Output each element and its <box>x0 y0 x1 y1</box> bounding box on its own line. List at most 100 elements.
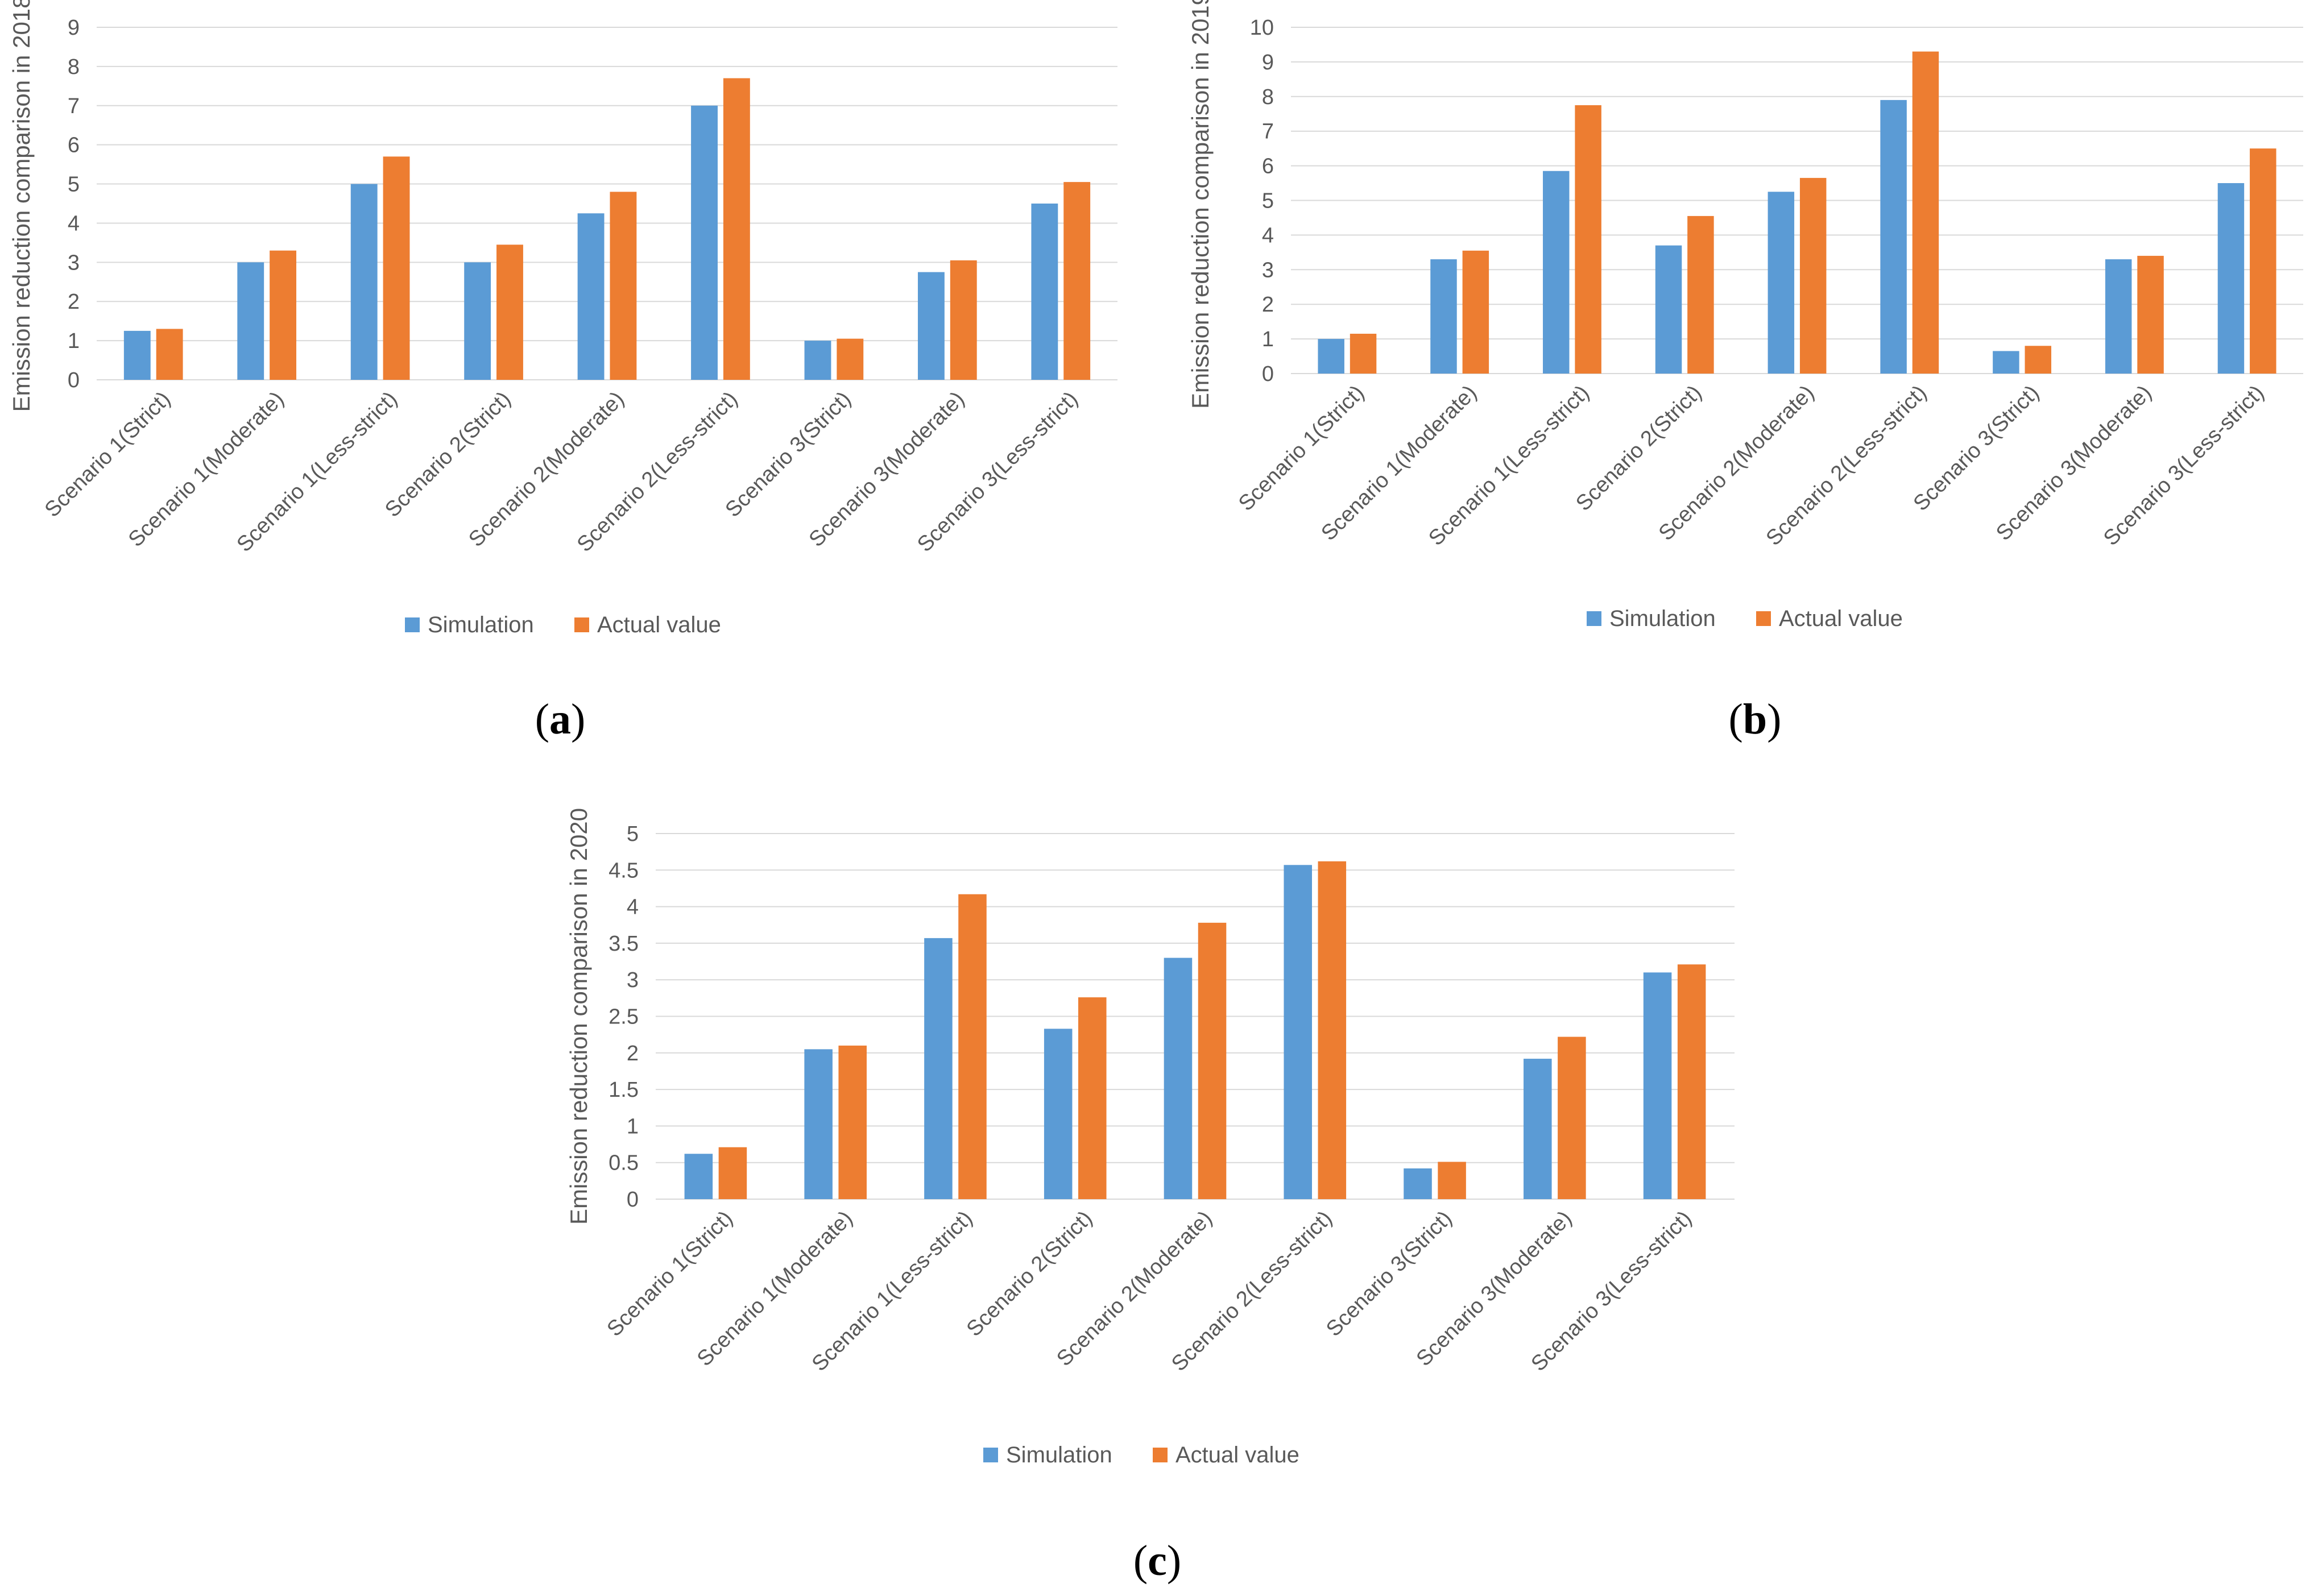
y-tick-label: 1 <box>68 329 80 353</box>
bar-actual-value <box>1350 333 1377 374</box>
bar-simulation <box>804 1049 833 1199</box>
bar-actual-value <box>1063 182 1091 380</box>
y-tick-label: 4 <box>1262 223 1274 247</box>
y-tick-label: 0.5 <box>609 1151 639 1175</box>
bar-simulation <box>1430 259 1457 374</box>
bar-simulation <box>350 184 378 380</box>
bar-actual-value <box>1438 1162 1466 1199</box>
legend: Simulation Actual value <box>1587 606 1903 631</box>
x-tick-label: Scenario 3(Strict) <box>721 387 855 522</box>
bar-actual-value <box>837 338 864 380</box>
x-tick-label: Scenario 1(Strict) <box>40 387 175 522</box>
y-tick-label: 3 <box>1262 258 1274 282</box>
x-tick-label: Scenario 1(Strict) <box>602 1207 737 1341</box>
legend-label-simulation: Simulation <box>428 612 534 637</box>
y-tick-label: 1 <box>627 1114 639 1138</box>
bar-simulation <box>691 105 718 380</box>
bar-simulation <box>917 272 945 380</box>
bar-actual-value <box>1462 250 1489 374</box>
bar-simulation <box>1164 957 1193 1199</box>
chart-c: 0 0.5 1 1.5 2 2.5 3 3.5 4 4.5 5 Emission reduction … <box>565 808 1735 1468</box>
bar-simulation <box>2105 259 2132 374</box>
bar-actual-value <box>2137 255 2164 374</box>
y-tick-label: 2 <box>627 1042 639 1066</box>
x-tick-label: Scenario 2(Strict) <box>1571 381 1706 516</box>
legend-label-actual-value: Actual value <box>1779 606 1903 631</box>
bar-actual-value <box>2025 346 2051 374</box>
x-tick-label: Scenario 2(Strict) <box>962 1207 1097 1341</box>
bar-simulation <box>1044 1029 1073 1199</box>
bar-simulation <box>1768 192 1795 374</box>
bar-simulation <box>1318 339 1344 374</box>
y-tick-label: 1.5 <box>609 1078 639 1102</box>
bar-actual-value <box>723 78 750 380</box>
bar-actual-value <box>610 192 637 380</box>
legend-swatch-actual-value <box>1153 1448 1168 1462</box>
bar-actual-value <box>1575 105 1601 374</box>
panel-label-c: (c) <box>1133 1537 1182 1585</box>
legend-label-simulation: Simulation <box>1006 1442 1112 1468</box>
bar-simulation <box>1880 100 1907 374</box>
y-tick-label: 2 <box>68 290 80 314</box>
y-tick-label: 10 <box>1250 16 1274 40</box>
x-tick-label: Scenario 1(Strict) <box>1234 381 1369 516</box>
y-tick-label: 0 <box>1262 362 1274 386</box>
y-tick-label: 4 <box>68 212 80 235</box>
bar-actual-value <box>718 1147 747 1199</box>
y-tick-label: 7 <box>68 94 80 118</box>
bar-actual-value <box>1198 922 1227 1199</box>
bar-simulation <box>123 330 151 380</box>
chart-b: 0 1 2 3 4 5 6 7 8 9 10 Emission reduction compariso… <box>1187 0 2303 631</box>
legend: Simulation Actual value <box>983 1442 1299 1468</box>
bar-simulation <box>1404 1168 1432 1199</box>
bar-actual-value <box>383 156 410 380</box>
bar-actual-value <box>1677 964 1706 1199</box>
bar-simulation <box>1284 865 1313 1199</box>
legend-swatch-simulation <box>1587 611 1601 626</box>
y-tick-label: 2 <box>1262 293 1274 317</box>
bar-actual-value <box>1799 177 1827 374</box>
bar-simulation <box>1993 351 2019 374</box>
bar-simulation <box>464 262 491 380</box>
bar-actual-value <box>950 260 977 380</box>
legend-label-actual-value: Actual value <box>597 612 721 637</box>
y-tick-label: 8 <box>68 55 80 79</box>
y-tick-label: 6 <box>68 134 80 157</box>
y-tick-label: 1 <box>1262 328 1274 351</box>
bar-simulation <box>1031 204 1058 380</box>
bar-simulation <box>237 262 264 380</box>
y-tick-label: 5 <box>68 173 80 197</box>
legend-swatch-actual-value <box>574 617 589 632</box>
bar-actual-value <box>1318 861 1347 1199</box>
legend-swatch-actual-value <box>1756 611 1771 626</box>
y-tick-label: 6 <box>1262 155 1274 179</box>
bar-actual-value <box>1687 215 1714 374</box>
bar-actual-value <box>1912 51 1939 374</box>
panel-label-b: (b) <box>1728 695 1782 743</box>
bar-simulation <box>1543 171 1570 374</box>
y-axis-title: Emission reduction comparison in 2020 <box>565 808 592 1225</box>
x-tick-label: Scenario 3(Strict) <box>1322 1207 1456 1341</box>
panel-label-a: (a) <box>535 695 586 743</box>
bar-simulation <box>684 1154 713 1199</box>
y-tick-label: 2.5 <box>609 1005 639 1029</box>
bar-actual-value <box>2250 148 2276 374</box>
y-axis-title: Emission reduction comparison in 2019 <box>1187 0 1214 409</box>
legend-label-simulation: Simulation <box>1609 606 1716 631</box>
y-tick-label: 0 <box>627 1188 639 1212</box>
bar-actual-value <box>270 250 297 380</box>
bar-simulation <box>1643 972 1672 1199</box>
bar-simulation <box>2217 183 2245 374</box>
y-tick-label: 7 <box>1262 120 1274 144</box>
legend-swatch-simulation <box>405 617 420 632</box>
bar-actual-value <box>838 1045 867 1199</box>
y-tick-label: 9 <box>1262 51 1274 74</box>
bar-actual-value <box>156 329 183 380</box>
bar-simulation <box>1655 245 1682 374</box>
y-tick-label: 8 <box>1262 85 1274 109</box>
x-tick-label: Scenario 3(Strict) <box>1909 381 2044 516</box>
bar-actual-value <box>958 894 987 1199</box>
bar-simulation <box>1524 1059 1552 1199</box>
